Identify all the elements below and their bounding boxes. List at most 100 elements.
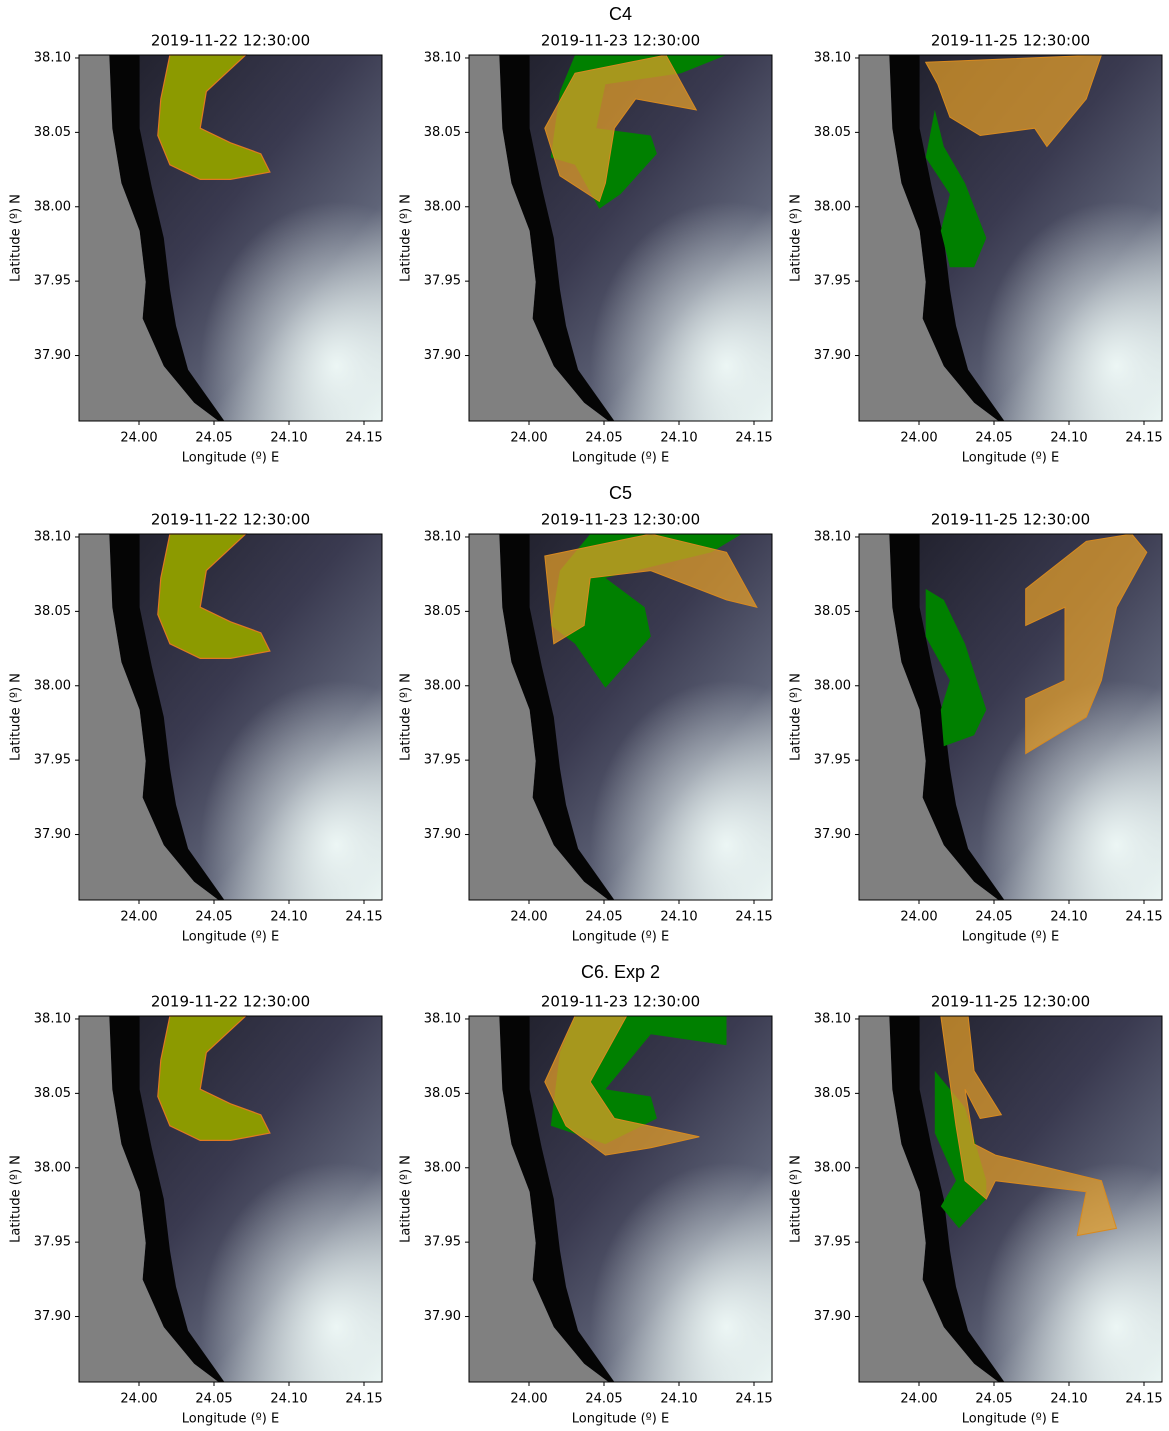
x-tick-label: 24.00 [510,910,547,925]
coastline [109,55,225,421]
panel-title: 2019-11-22 12:30:00 [151,993,310,1011]
y-tick-label: 37.90 [424,827,461,842]
panel-title: 2019-11-23 12:30:00 [541,993,700,1011]
x-axis-label: Longitude (º) E [962,1412,1059,1427]
x-tick-label: 24.05 [195,431,232,446]
x-tick-label: 24.10 [270,1392,307,1407]
y-tick-label: 38.10 [814,50,851,65]
x-tick-label: 24.00 [120,431,157,446]
axes-frame [78,1015,383,1383]
row-title: C6. Exp 2 [581,962,660,982]
x-axis-label: Longitude (º) E [962,451,1059,466]
y-axis-label: Latitude (º) N [789,1155,804,1243]
row-title: C4 [609,4,632,24]
x-tick-label: 24.10 [270,910,307,925]
x-tick-label: 24.05 [195,1392,232,1407]
land [859,534,999,900]
y-axis-label: Latitude (º) N [9,194,24,282]
particle-patch [544,54,698,203]
y-tick-label: 37.95 [814,274,851,289]
y-tick-label: 38.05 [34,604,71,619]
land [469,534,609,900]
panel-title: 2019-11-22 12:30:00 [151,511,310,529]
coastline [499,534,615,900]
y-tick-label: 37.90 [34,348,71,363]
y-tick-label: 37.95 [814,753,851,768]
axes-frame [468,1015,773,1383]
x-tick-label: 24.10 [660,431,697,446]
x-tick-label: 24.00 [120,910,157,925]
land [469,55,609,421]
panel-title: 2019-11-22 12:30:00 [151,32,310,50]
x-tick-label: 24.05 [585,1392,622,1407]
release-area [157,533,271,660]
land [859,1016,999,1382]
axes-frame [858,54,1163,422]
y-tick-label: 37.90 [34,1309,71,1324]
y-tick-label: 38.05 [814,125,851,140]
axes-frame [858,533,1163,901]
y-tick-label: 38.05 [814,1086,851,1101]
y-tick-label: 38.00 [34,199,71,214]
y-tick-label: 38.10 [34,50,71,65]
axes-frame [468,533,773,901]
axes-frame [78,533,383,901]
y-tick-label: 38.00 [424,678,461,693]
x-tick-label: 24.10 [1050,431,1087,446]
coastline [109,534,225,900]
x-tick-label: 24.15 [735,431,772,446]
x-axis-label: Longitude (º) E [572,451,669,466]
x-tick-label: 24.00 [510,431,547,446]
x-tick-label: 24.15 [1125,431,1162,446]
panel-title: 2019-11-25 12:30:00 [931,32,1090,50]
y-tick-label: 38.00 [424,1160,461,1175]
x-tick-label: 24.15 [1125,910,1162,925]
particle-patch [544,533,758,645]
y-tick-label: 38.00 [424,199,461,214]
y-tick-label: 37.90 [424,348,461,363]
land [79,1016,219,1382]
y-tick-label: 37.95 [34,274,71,289]
panel-title: 2019-11-23 12:30:00 [541,511,700,529]
y-tick-label: 38.10 [814,1011,851,1026]
x-tick-label: 24.10 [1050,910,1087,925]
panel-title: 2019-11-25 12:30:00 [931,511,1090,529]
y-tick-label: 37.90 [814,348,851,363]
x-tick-label: 24.10 [660,1392,697,1407]
y-tick-label: 37.95 [424,753,461,768]
y-tick-label: 37.90 [814,827,851,842]
y-tick-label: 38.00 [814,1160,851,1175]
x-tick-label: 24.15 [345,431,382,446]
axes-frame [468,54,773,422]
land [859,55,999,421]
coastline [889,55,1005,421]
x-tick-label: 24.15 [735,910,772,925]
particle-patch [924,54,1103,148]
x-tick-label: 24.00 [900,910,937,925]
land [79,534,219,900]
x-axis-label: Longitude (º) E [182,1412,279,1427]
y-tick-label: 37.90 [424,1309,461,1324]
x-tick-label: 24.05 [195,910,232,925]
x-tick-label: 24.00 [900,1392,937,1407]
x-tick-label: 24.15 [1125,1392,1162,1407]
row-title: C5 [609,483,632,503]
y-tick-label: 38.10 [34,529,71,544]
x-tick-label: 24.00 [120,1392,157,1407]
x-tick-label: 24.00 [510,1392,547,1407]
x-tick-label: 24.15 [735,1392,772,1407]
y-axis-label: Latitude (º) N [9,673,24,761]
y-axis-label: Latitude (º) N [9,1155,24,1243]
x-tick-label: 24.05 [585,910,622,925]
y-tick-label: 38.10 [424,50,461,65]
x-tick-label: 24.00 [900,431,937,446]
x-axis-label: Longitude (º) E [182,451,279,466]
x-tick-label: 24.05 [975,431,1012,446]
y-tick-label: 38.10 [424,529,461,544]
panel-title: 2019-11-25 12:30:00 [931,993,1090,1011]
land [469,1016,609,1382]
y-tick-label: 38.00 [34,678,71,693]
y-tick-label: 38.00 [34,1160,71,1175]
x-tick-label: 24.15 [345,910,382,925]
